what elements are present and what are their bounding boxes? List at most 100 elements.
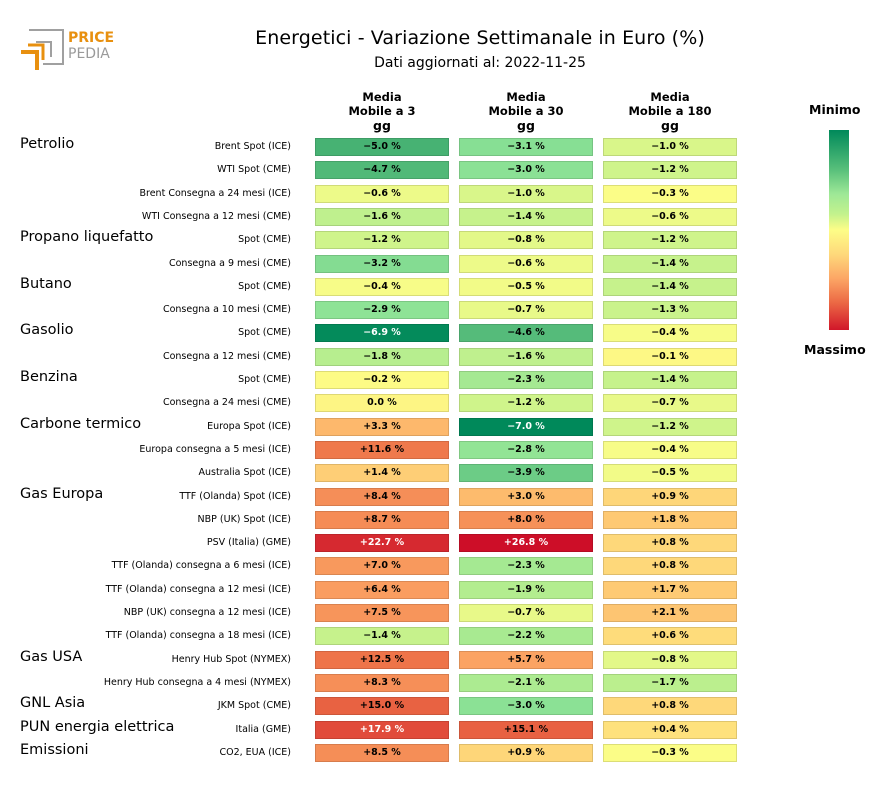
- group-label: Gas USA: [20, 648, 83, 665]
- heatmap-cell: −1.2 %: [603, 231, 737, 250]
- heatmap-cell: −0.1 %: [603, 347, 737, 366]
- heatmap-cell: −7.0 %: [459, 417, 593, 436]
- heatmap-cell: −3.0 %: [459, 161, 593, 180]
- row-label: TTF (Olanda) consegna a 18 mesi (ICE): [105, 630, 291, 642]
- heatmap-cell: +8.4 %: [315, 487, 449, 506]
- heatmap-cell: −0.8 %: [603, 650, 737, 669]
- heatmap-cell: −0.3 %: [603, 184, 737, 203]
- row-label: Spot (CME): [238, 374, 291, 385]
- heatmap-cell: −0.7 %: [459, 301, 593, 320]
- heatmap-cell: −1.4 %: [315, 627, 449, 646]
- heatmap-cell: +0.9 %: [459, 743, 593, 762]
- heatmap-cell: +11.6 %: [315, 440, 449, 459]
- heatmap-cell: −3.2 %: [315, 254, 449, 273]
- heatmap-cell: +15.0 %: [315, 697, 449, 716]
- heatmap-cell: +17.9 %: [315, 720, 449, 739]
- heatmap-cell: −0.8 %: [459, 231, 593, 250]
- heatmap-cell: −1.7 %: [603, 673, 737, 692]
- row-label: Spot (CME): [238, 327, 291, 339]
- logo-mark-icon: [21, 29, 64, 70]
- heatmap-cell: −3.1 %: [459, 138, 593, 156]
- heatmap-cell: +8.5 %: [315, 743, 449, 762]
- heatmap-cell: +8.7 %: [315, 510, 449, 529]
- heatmap-cell: −2.1 %: [459, 673, 593, 692]
- heatmap-cell: −0.5 %: [603, 464, 737, 483]
- row-label: TTF (Olanda) Spot (ICE): [179, 490, 291, 502]
- row-label: Spot (CME): [238, 234, 291, 246]
- heatmap-cell: −6.9 %: [315, 324, 449, 343]
- heatmap-cell: −2.2 %: [459, 627, 593, 646]
- heatmap-cell: −1.4 %: [603, 371, 737, 389]
- heatmap-cell: −0.3 %: [603, 743, 737, 762]
- heatmap-cell: −3.9 %: [459, 464, 593, 483]
- heatmap-cell: −1.2 %: [603, 161, 737, 180]
- heatmap-cell: −0.4 %: [603, 440, 737, 459]
- heatmap-cell: +3.3 %: [315, 417, 449, 436]
- row-label: Australia Spot (ICE): [198, 467, 291, 479]
- heatmap-cell: +0.6 %: [603, 627, 737, 646]
- group-label: Gasolio: [20, 322, 74, 339]
- column-header-line: gg: [373, 118, 391, 133]
- heatmap-cell: −1.3 %: [603, 301, 737, 320]
- heatmap-cell: −0.5 %: [459, 277, 593, 296]
- column-header: Media Mobile a 3 gg: [315, 90, 449, 133]
- heatmap-cell: +8.3 %: [315, 673, 449, 692]
- heatmap-cell: +1.7 %: [603, 580, 737, 599]
- pricepedia-logo: PRICE PEDIA: [21, 29, 114, 70]
- row-label: Europa consegna a 5 mesi (ICE): [139, 443, 291, 455]
- heatmap-cell: +1.4 %: [315, 464, 449, 483]
- heatmap-cell: −1.4 %: [459, 207, 593, 226]
- heatmap-cell: −1.0 %: [603, 138, 737, 156]
- heatmap-cell: −2.8 %: [459, 440, 593, 459]
- heatmap-cell: −0.7 %: [459, 604, 593, 622]
- group-label: Propano liquefatto: [20, 229, 154, 246]
- row-label: Spot (CME): [238, 280, 291, 292]
- heatmap-cell: +0.8 %: [603, 534, 737, 553]
- row-label: Henry Hub Spot (NYMEX): [171, 653, 291, 665]
- heatmap-cell: +6.4 %: [315, 580, 449, 599]
- heatmap-cell: +1.8 %: [603, 510, 737, 529]
- row-label: TTF (Olanda) consegna a 6 mesi (ICE): [111, 560, 291, 572]
- column-header-line: gg: [517, 118, 535, 133]
- column-header-line: Media: [506, 90, 546, 104]
- row-label: PSV (Italia) (GME): [206, 537, 291, 549]
- heatmap-cell: +8.0 %: [459, 510, 593, 529]
- colorbar: [829, 130, 849, 330]
- heatmap-cell: +12.5 %: [315, 650, 449, 669]
- column-header: Media Mobile a 30 gg: [459, 90, 593, 133]
- row-label: Consegna a 10 mesi (CME): [162, 304, 291, 316]
- column-header-line: gg: [661, 118, 679, 133]
- heatmap-cell: −1.6 %: [315, 207, 449, 226]
- heatmap-cell: −0.2 %: [315, 371, 449, 389]
- heatmap-cell: −1.4 %: [603, 277, 737, 296]
- heatmap-cell: +0.9 %: [603, 487, 737, 506]
- group-label: GNL Asia: [20, 695, 86, 712]
- group-label: PUN energia elettrica: [20, 718, 175, 735]
- column-header-line: Mobile a 180: [628, 104, 712, 118]
- heatmap-cell: −2.9 %: [315, 301, 449, 320]
- heatmap-cell: +7.0 %: [315, 557, 449, 576]
- colorbar-bottom-label: Massimo: [804, 342, 866, 357]
- row-label: Consegna a 12 mesi (CME): [162, 350, 291, 362]
- row-label: JKM Spot (CME): [217, 700, 291, 712]
- logo-text-price: PRICE: [68, 30, 114, 46]
- heatmap-cell: −1.6 %: [459, 347, 593, 366]
- heatmap-cell: +15.1 %: [459, 720, 593, 739]
- heatmap-cell: −0.6 %: [459, 254, 593, 273]
- group-label: Gas Europa: [20, 485, 104, 502]
- heatmap-cell: −2.3 %: [459, 557, 593, 576]
- heatmap-cell: −1.0 %: [459, 184, 593, 203]
- row-label: Italia (GME): [235, 723, 291, 735]
- group-label: Emissioni: [20, 741, 89, 758]
- column-header: Media Mobile a 180 gg: [603, 90, 737, 133]
- heatmap-cell: −1.4 %: [603, 254, 737, 273]
- heatmap-cell: +2.1 %: [603, 604, 737, 622]
- column-header-line: Media: [650, 90, 690, 104]
- heatmap-cell: −5.0 %: [315, 138, 449, 156]
- row-label: WTI Consegna a 12 mesi (CME): [141, 210, 291, 222]
- row-label: Consegna a 24 mesi (CME): [162, 397, 291, 409]
- colorbar-top-label: Minimo: [809, 102, 861, 117]
- heatmap-cell: −1.8 %: [315, 347, 449, 366]
- row-label: TTF (Olanda) consegna a 12 mesi (ICE): [105, 583, 291, 595]
- logo-text-pedia: PEDIA: [68, 46, 110, 62]
